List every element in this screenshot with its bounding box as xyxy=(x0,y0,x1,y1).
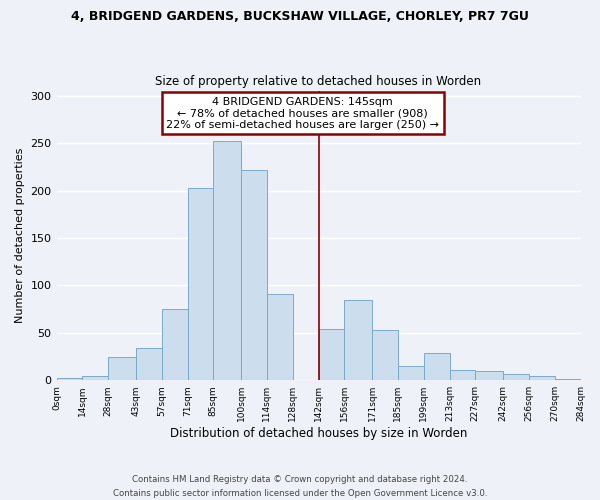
Bar xyxy=(82,376,108,380)
Bar xyxy=(241,170,267,380)
Bar xyxy=(188,188,214,380)
Bar xyxy=(344,300,372,380)
Bar xyxy=(162,309,188,380)
Bar xyxy=(372,330,398,380)
Bar xyxy=(108,356,136,380)
Bar xyxy=(424,352,449,380)
X-axis label: Distribution of detached houses by size in Worden: Distribution of detached houses by size … xyxy=(170,427,467,440)
Bar xyxy=(136,348,162,380)
Bar xyxy=(398,366,424,380)
Text: Contains HM Land Registry data © Crown copyright and database right 2024.
Contai: Contains HM Land Registry data © Crown c… xyxy=(113,476,487,498)
Y-axis label: Number of detached properties: Number of detached properties xyxy=(15,148,25,324)
Bar xyxy=(267,294,293,380)
Title: Size of property relative to detached houses in Worden: Size of property relative to detached ho… xyxy=(155,76,482,88)
Bar xyxy=(449,370,475,380)
Bar xyxy=(529,376,554,380)
Bar xyxy=(475,370,503,380)
Bar xyxy=(214,142,241,380)
Bar xyxy=(319,329,344,380)
Bar xyxy=(503,374,529,380)
Bar xyxy=(56,378,82,380)
Text: 4 BRIDGEND GARDENS: 145sqm
← 78% of detached houses are smaller (908)
22% of sem: 4 BRIDGEND GARDENS: 145sqm ← 78% of deta… xyxy=(166,97,439,130)
Text: 4, BRIDGEND GARDENS, BUCKSHAW VILLAGE, CHORLEY, PR7 7GU: 4, BRIDGEND GARDENS, BUCKSHAW VILLAGE, C… xyxy=(71,10,529,23)
